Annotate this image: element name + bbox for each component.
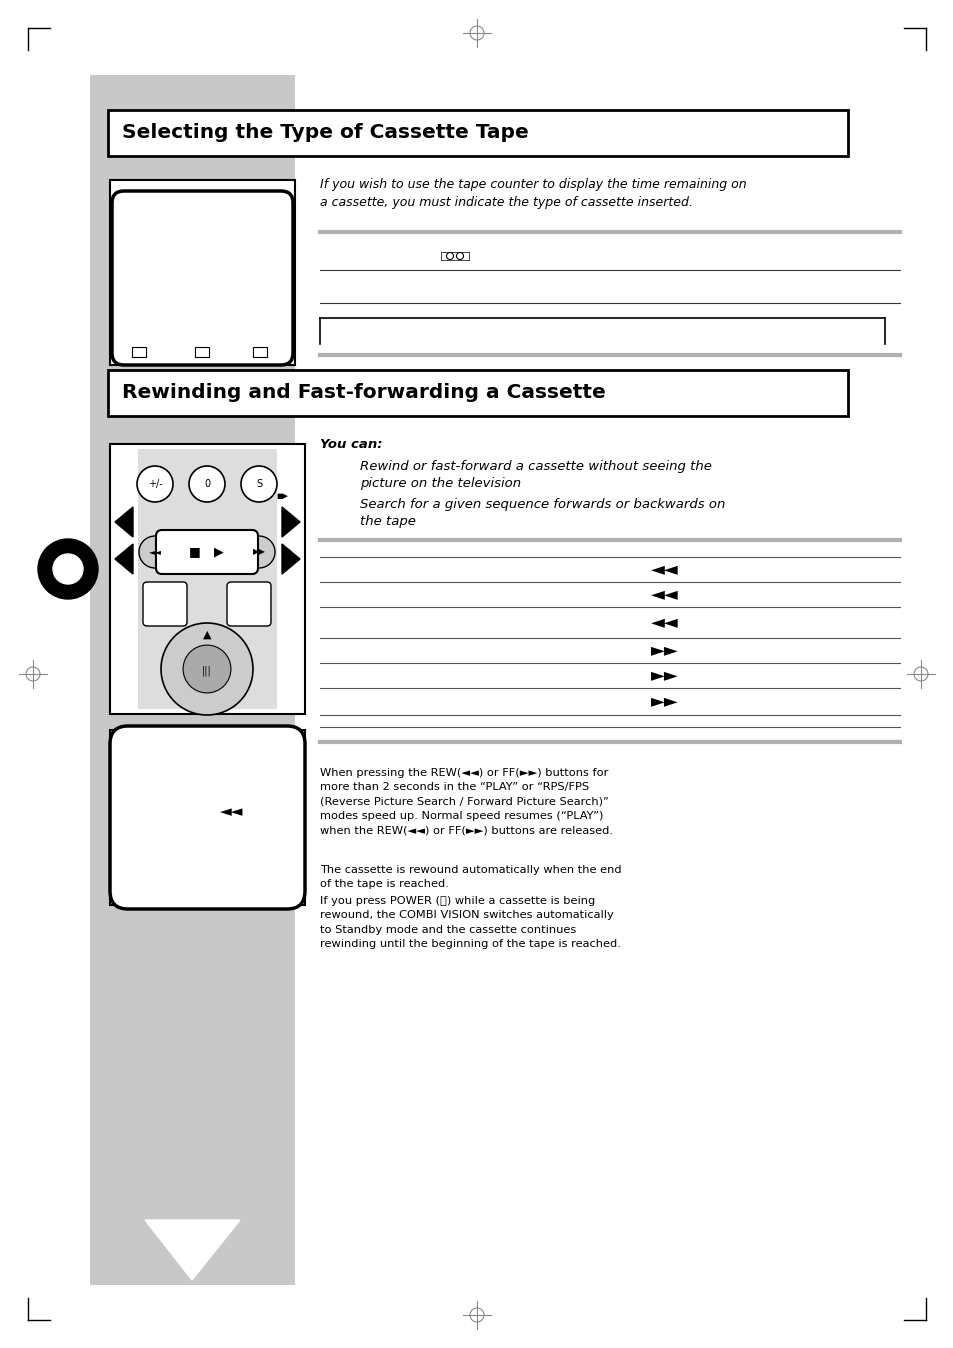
Circle shape — [243, 537, 274, 568]
Bar — [90, 75, 294, 1285]
Text: S: S — [255, 479, 262, 489]
Bar — [110, 443, 305, 714]
Circle shape — [241, 466, 276, 501]
Text: Rewinding and Fast-forwarding a Cassette: Rewinding and Fast-forwarding a Cassette — [122, 383, 605, 403]
Text: ◄◄: ◄◄ — [651, 559, 679, 578]
FancyBboxPatch shape — [112, 191, 293, 365]
Circle shape — [139, 537, 171, 568]
Bar — [138, 449, 276, 709]
Bar — [110, 731, 305, 905]
Circle shape — [38, 539, 98, 599]
Text: If you press POWER (⏻) while a cassette is being
rewound, the COMBI VISION switc: If you press POWER (⏻) while a cassette … — [319, 896, 620, 949]
Text: The cassette is rewound automatically when the end
of the tape is reached.: The cassette is rewound automatically wh… — [319, 865, 621, 890]
Text: Rewind or fast-forward a cassette without seeing the
picture on the television: Rewind or fast-forward a cassette withou… — [359, 460, 711, 491]
Text: ►►: ►► — [651, 642, 679, 659]
FancyBboxPatch shape — [156, 530, 257, 574]
Text: Selecting the Type of Cassette Tape: Selecting the Type of Cassette Tape — [122, 124, 528, 143]
Bar — [194, 346, 209, 357]
Polygon shape — [145, 1220, 240, 1281]
Text: 0: 0 — [204, 479, 210, 489]
Bar — [253, 346, 267, 357]
Circle shape — [161, 623, 253, 714]
Text: When pressing the REW(◄◄) or FF(►►) buttons for
more than 2 seconds in the “PLAY: When pressing the REW(◄◄) or FF(►►) butt… — [319, 768, 613, 836]
Text: ■▶: ■▶ — [275, 493, 288, 499]
Bar — [132, 346, 146, 357]
Text: You can:: You can: — [319, 438, 382, 452]
Text: ◄◄: ◄◄ — [220, 805, 244, 820]
FancyBboxPatch shape — [143, 582, 187, 625]
FancyBboxPatch shape — [110, 727, 305, 909]
Text: ►►: ►► — [651, 692, 679, 710]
Polygon shape — [282, 545, 299, 574]
Polygon shape — [115, 545, 132, 574]
Text: If you wish to use the tape counter to display the time remaining on
a cassette,: If you wish to use the tape counter to d… — [319, 178, 746, 209]
Circle shape — [183, 646, 231, 693]
Text: |||: ||| — [202, 666, 212, 677]
Circle shape — [53, 554, 83, 584]
Bar — [108, 369, 847, 417]
Circle shape — [137, 466, 172, 501]
Bar — [108, 111, 847, 156]
Bar — [110, 181, 294, 365]
Text: ◄◄: ◄◄ — [149, 547, 161, 557]
Text: +/-: +/- — [148, 479, 162, 489]
Text: ■: ■ — [189, 546, 201, 558]
Polygon shape — [115, 507, 132, 537]
Circle shape — [189, 466, 225, 501]
Text: ►►: ►► — [651, 666, 679, 683]
Text: ▶▶: ▶▶ — [253, 547, 265, 557]
FancyBboxPatch shape — [227, 582, 271, 625]
Polygon shape — [282, 507, 299, 537]
Text: ◄◄: ◄◄ — [651, 585, 679, 603]
Text: ◄◄: ◄◄ — [651, 613, 679, 631]
Text: Search for a given sequence forwards or backwards on
the tape: Search for a given sequence forwards or … — [359, 497, 724, 528]
Text: ▲: ▲ — [203, 630, 211, 640]
Text: ▶: ▶ — [214, 546, 224, 558]
